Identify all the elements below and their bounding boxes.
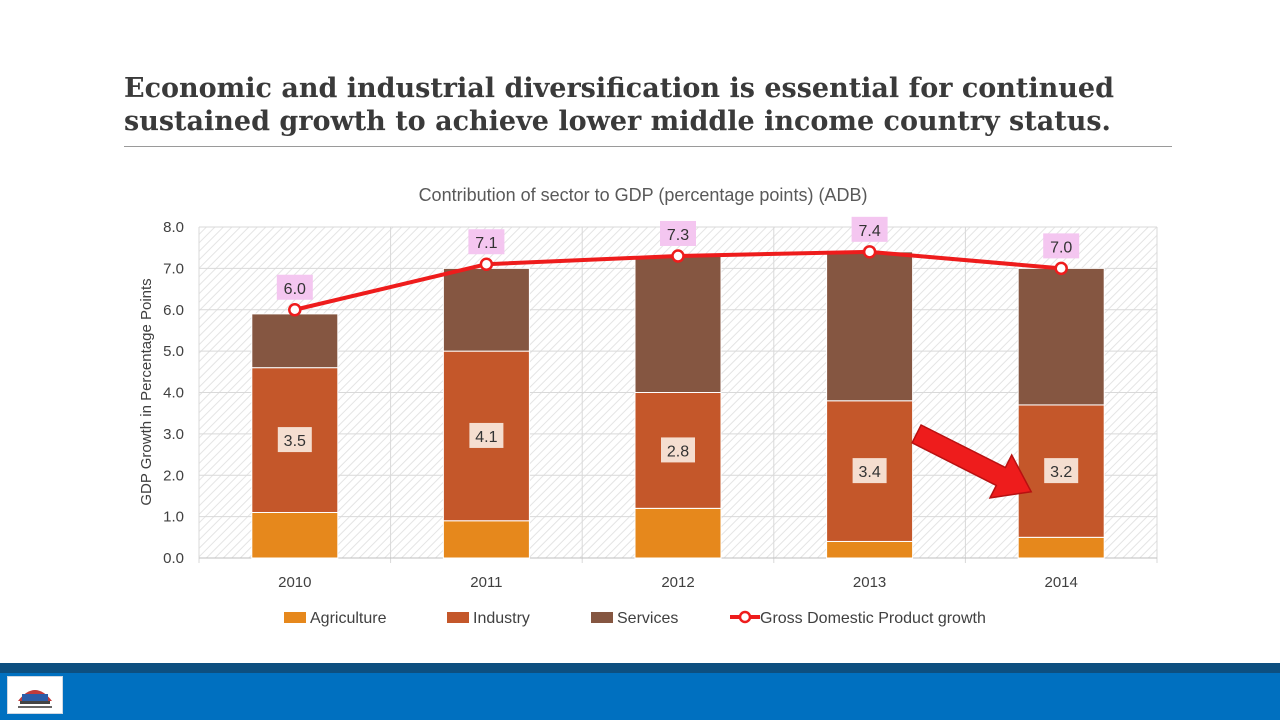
y-axis-ticks: 0.0 1.0 2.0 3.0 4.0 5.0 6.0 7.0 8.0: [163, 219, 184, 567]
gdp-data-label: 7.3: [667, 227, 689, 244]
x-tick-label: 2014: [1045, 574, 1078, 591]
industry-label-box: [277, 427, 312, 453]
bar-services-2011: [442, 267, 530, 352]
legend-label: Agriculture: [310, 610, 387, 627]
bar-services-2013: [826, 251, 914, 402]
bar-agriculture-2011: [442, 520, 530, 559]
bar-agriculture-2012: [634, 507, 722, 559]
bar-services-2014: [1017, 267, 1105, 406]
highlight-arrow: [911, 423, 1033, 499]
gdp-data-label: 7.1: [475, 235, 497, 252]
y-tick-label: 4.0: [163, 385, 184, 402]
bar-agriculture-2013: [826, 540, 914, 559]
legend-swatch-services: [591, 612, 613, 623]
legend-label: Services: [617, 610, 678, 627]
chart-legend: Agriculture Industry Services Gross Domesti…: [284, 610, 986, 627]
government-seal-icon: [7, 676, 63, 714]
gdp-point: [1054, 261, 1068, 276]
legend-swatch-industry: [447, 612, 469, 623]
gdp-growth-line: [288, 245, 1068, 317]
y-tick-label: 1.0: [163, 509, 184, 526]
industry-data-label: 3.5: [284, 433, 306, 450]
down-right-arrow-icon: [911, 423, 1033, 499]
gdp-data-label: 7.4: [858, 223, 880, 240]
y-tick-label: 5.0: [163, 343, 184, 360]
gdp-data-labels: 6.0 7.1 7.3 7.4 7.0: [276, 216, 1080, 300]
industry-label-box: [661, 437, 695, 463]
y-tick-label: 2.0: [163, 467, 184, 484]
industry-data-labels: 3.5 4.1 2.8 3.4 3.2: [277, 422, 1079, 484]
bars: [251, 251, 1105, 559]
bar-services-2010: [251, 313, 339, 369]
footer-bar: [0, 673, 1280, 720]
y-tick-label: 6.0: [163, 302, 184, 319]
industry-data-label: 2.8: [667, 443, 689, 460]
gdp-data-label: 6.0: [284, 281, 306, 298]
industry-data-label: 4.1: [475, 429, 497, 446]
bar-industry-2011: [442, 350, 530, 522]
y-axis-label: GDP Growth in Percentage Points: [138, 278, 155, 505]
industry-label-box: [469, 422, 504, 448]
y-tick-label: 3.0: [163, 426, 184, 443]
x-tick-label: 2010: [278, 574, 311, 591]
y-tick-label: 8.0: [163, 219, 184, 236]
x-tick-label: 2012: [661, 574, 694, 591]
gdp-contribution-chart: Contribution of sector to GDP (percentag…: [138, 185, 1158, 627]
gdp-point: [671, 249, 685, 263]
legend-swatch-agriculture: [284, 612, 306, 623]
industry-label-box: [852, 458, 887, 484]
x-axis-ticks: 2010 2011 2012 2013 2014: [278, 574, 1078, 591]
industry-label-box: [1044, 458, 1079, 484]
legend-label: Gross Domestic Product growth: [760, 610, 986, 627]
bar-services-2012: [634, 255, 722, 393]
gdp-label-box: [851, 216, 888, 242]
legend-marker-gdp: [738, 610, 752, 624]
gdp-label-box: [1043, 233, 1080, 259]
slide-title: Economic and industrial diversification …: [124, 73, 1114, 137]
industry-data-label: 3.2: [1050, 464, 1072, 481]
gdp-label-box: [660, 220, 696, 246]
gdp-point: [862, 245, 877, 259]
title-divider: [124, 146, 1172, 147]
chart-title: Contribution of sector to GDP (percentag…: [419, 185, 868, 205]
bar-agriculture-2014: [1017, 536, 1105, 559]
gdp-point: [479, 257, 494, 271]
x-tick-label: 2011: [470, 574, 502, 591]
legend-label: Industry: [473, 610, 530, 627]
industry-data-label: 3.4: [858, 464, 880, 481]
x-tick-label: 2013: [853, 574, 886, 591]
y-tick-label: 7.0: [163, 260, 184, 277]
gdp-point: [288, 303, 302, 317]
gdp-label-box: [276, 274, 313, 300]
gdp-label-box: [468, 229, 505, 255]
gdp-data-label: 7.0: [1050, 239, 1072, 256]
bar-agriculture-2010: [251, 511, 339, 559]
footer-band: [0, 663, 1280, 673]
y-tick-label: 0.0: [163, 550, 184, 567]
